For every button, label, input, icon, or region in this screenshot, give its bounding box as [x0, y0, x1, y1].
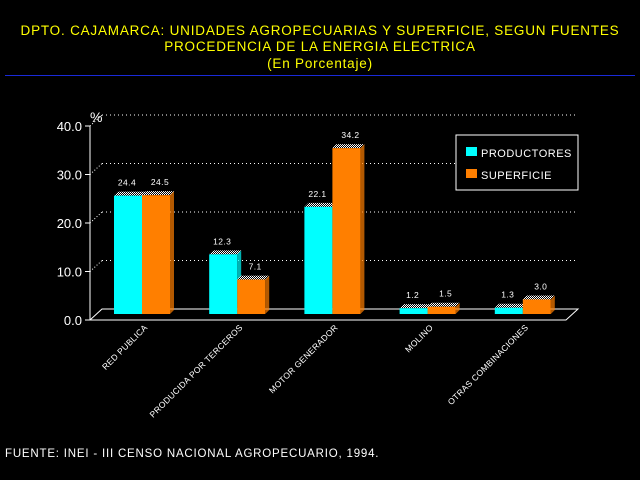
x-tick-label: MOLINO: [403, 322, 435, 354]
legend-swatch-superficie: [466, 169, 477, 178]
y-tick-label: 20.0: [57, 216, 82, 231]
x-tick-label: PRODUCIDA POR TERCEROS: [147, 322, 244, 419]
data-label-productores-0: 24.4: [118, 178, 136, 188]
bar-top: [332, 144, 365, 149]
legend-swatch-productores: [466, 147, 477, 156]
x-tick-label: RED PUBLICA: [100, 322, 150, 372]
bar-side: [170, 191, 174, 314]
bar-superficie-0: [142, 195, 170, 314]
grid-diagonal: [89, 211, 103, 224]
data-labels: 24.4 24.5 12.3 7.1 22.1 34.2 1.2 1.5 1.3 3.0: [118, 130, 547, 300]
bar-top: [114, 191, 146, 196]
bar-top: [494, 303, 527, 308]
chart-unit-note: (En Porcentaje): [267, 56, 373, 71]
chart-title: DPTO. CAJAMARCA: UNIDADES AGROPECUARIAS …: [20, 23, 620, 38]
x-tick-label: OTRAS COMBINACIONES: [446, 322, 531, 407]
bar-side: [265, 275, 270, 314]
bar-top: [304, 202, 337, 207]
y-tick-label: 30.0: [57, 168, 82, 183]
bar-top: [237, 275, 270, 280]
grid-diagonal: [89, 163, 103, 175]
bar-top: [522, 295, 555, 300]
data-label-superficie-4: 3.0: [534, 281, 547, 291]
legend: PRODUCTORES SUPERFICIE: [455, 134, 579, 191]
bar-productores-4: [494, 307, 523, 314]
data-label-superficie-2: 34.2: [341, 130, 359, 140]
legend-label-superficie: SUPERFICIE: [481, 170, 552, 182]
data-label-superficie-3: 1.5: [439, 289, 452, 299]
bar-superficie-2: [332, 148, 361, 314]
chart-subtitle: PROCEDENCIA DE LA ENERGIA ELECTRICA: [164, 39, 476, 54]
x-tick-label: MOTOR GENERADOR: [267, 322, 340, 395]
bar-side: [550, 295, 555, 314]
bar-superficie-3: [427, 306, 456, 314]
y-tick-label: 40.0: [57, 119, 82, 134]
bar-productores-3: [399, 308, 428, 314]
bar-superficie-4: [522, 299, 551, 314]
bar-productores-0: [114, 195, 142, 314]
axes: [85, 125, 91, 321]
bar-top: [209, 250, 242, 255]
legend-box: [455, 134, 579, 191]
data-label-superficie-0: 24.5: [151, 177, 169, 187]
y-tick-label: 0.0: [64, 313, 82, 328]
data-label-superficie-1: 7.1: [249, 262, 262, 272]
y-axis-label: %: [90, 109, 102, 125]
source-note: FUENTE: INEI - III CENSO NACIONAL AGROPE…: [5, 448, 380, 460]
bar-top: [399, 304, 432, 309]
bars: [114, 144, 555, 314]
legend-label-productores: PRODUCTORES: [481, 148, 572, 160]
data-label-productores-3: 1.2: [406, 290, 419, 300]
y-tick-label: 10.0: [57, 265, 82, 280]
bar-side: [360, 144, 365, 314]
title-divider: [5, 75, 635, 76]
bar-top: [427, 302, 460, 307]
bar-productores-1: [209, 254, 238, 314]
data-label-productores-1: 12.3: [213, 236, 231, 246]
grid-diagonal: [89, 260, 103, 272]
bar-top: [142, 191, 174, 196]
data-label-productores-4: 1.3: [501, 290, 514, 300]
data-label-productores-2: 22.1: [308, 189, 326, 199]
bar-productores-2: [304, 206, 333, 314]
bar-side: [455, 302, 460, 314]
bar-superficie-1: [237, 279, 266, 314]
